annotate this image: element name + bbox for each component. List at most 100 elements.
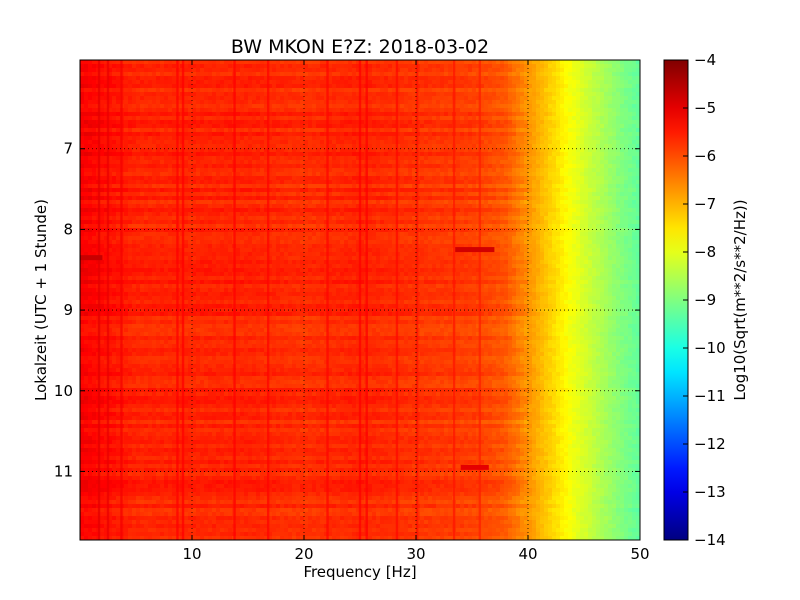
heatmap-cell bbox=[620, 72, 625, 77]
heatmap-cell bbox=[536, 140, 541, 145]
heatmap-cell bbox=[580, 184, 585, 189]
heatmap-cell bbox=[340, 100, 345, 105]
heatmap-cell bbox=[596, 60, 601, 65]
heatmap-cell bbox=[168, 188, 173, 193]
heatmap-cell bbox=[444, 100, 449, 105]
heatmap-cell bbox=[152, 76, 157, 81]
heatmap-cell bbox=[632, 88, 637, 93]
heatmap-cell bbox=[548, 104, 553, 109]
heatmap-cell bbox=[532, 100, 537, 105]
heatmap-cell bbox=[332, 128, 337, 133]
heatmap-cell bbox=[508, 60, 513, 65]
heatmap-cell bbox=[480, 148, 485, 153]
heatmap-cell bbox=[504, 112, 509, 117]
heatmap-cell bbox=[104, 128, 109, 133]
heatmap-cell bbox=[308, 144, 313, 149]
heatmap-cell bbox=[632, 156, 637, 161]
heatmap-cell bbox=[284, 136, 289, 141]
heatmap-cell bbox=[152, 148, 157, 153]
heatmap-cell bbox=[308, 200, 313, 205]
heatmap-cell bbox=[496, 132, 501, 137]
heatmap-cell bbox=[184, 164, 189, 169]
heatmap-cell bbox=[392, 164, 397, 169]
heatmap-cell bbox=[540, 116, 545, 121]
heatmap-cell bbox=[508, 68, 513, 73]
heatmap-cell bbox=[408, 88, 413, 93]
heatmap-cell bbox=[392, 180, 397, 185]
heatmap-cell bbox=[136, 172, 141, 177]
heatmap-cell bbox=[320, 116, 325, 121]
heatmap-cell bbox=[628, 100, 633, 105]
heatmap-cell bbox=[384, 200, 389, 205]
heatmap-cell bbox=[536, 120, 541, 125]
heatmap-cell bbox=[404, 92, 409, 97]
heatmap-cell bbox=[348, 88, 353, 93]
heatmap-cell bbox=[228, 176, 233, 181]
heatmap-cell bbox=[340, 128, 345, 133]
heatmap-cell bbox=[172, 116, 177, 121]
heatmap-cell bbox=[228, 60, 233, 65]
heatmap-cell bbox=[88, 168, 93, 173]
heatmap-cell bbox=[212, 112, 217, 117]
heatmap-cell bbox=[428, 168, 433, 173]
heatmap-cell bbox=[508, 144, 513, 149]
heatmap-cell bbox=[340, 80, 345, 85]
heatmap-cell bbox=[472, 60, 477, 65]
heatmap-cell bbox=[184, 112, 189, 117]
heatmap-cell bbox=[160, 92, 165, 97]
heatmap-cell bbox=[372, 164, 377, 169]
heatmap-cell bbox=[200, 168, 205, 173]
heatmap-cell bbox=[104, 156, 109, 161]
heatmap-cell bbox=[228, 120, 233, 125]
heatmap-cell bbox=[376, 60, 381, 65]
heatmap-cell bbox=[336, 64, 341, 69]
heatmap-cells bbox=[80, 60, 640, 540]
heatmap-cell bbox=[288, 136, 293, 141]
heatmap-cell bbox=[420, 76, 425, 81]
heatmap-cell bbox=[292, 148, 297, 153]
heatmap-cell bbox=[468, 68, 473, 73]
heatmap-cell bbox=[212, 152, 217, 157]
heatmap-cell bbox=[268, 140, 273, 145]
heatmap-cell bbox=[544, 76, 549, 81]
heatmap-cell bbox=[528, 164, 533, 169]
heatmap-cell bbox=[124, 192, 129, 197]
heatmap-cell bbox=[540, 148, 545, 153]
heatmap-cell bbox=[608, 64, 613, 69]
heatmap-cell bbox=[480, 168, 485, 173]
heatmap-cell bbox=[148, 148, 153, 153]
heatmap-cell bbox=[404, 72, 409, 77]
heatmap-cell bbox=[520, 60, 525, 65]
heatmap-cell bbox=[444, 148, 449, 153]
heatmap-cell bbox=[132, 116, 137, 121]
heatmap-cell bbox=[88, 192, 93, 197]
heatmap-cell bbox=[580, 132, 585, 137]
heatmap-cell bbox=[564, 72, 569, 77]
heatmap-cell bbox=[308, 160, 313, 165]
heatmap-cell bbox=[504, 156, 509, 161]
heatmap-cell bbox=[100, 116, 105, 121]
heatmap-cell bbox=[616, 148, 621, 153]
heatmap-cell bbox=[516, 108, 521, 113]
heatmap-cell bbox=[156, 76, 161, 81]
heatmap-cell bbox=[340, 120, 345, 125]
heatmap-cell bbox=[520, 68, 525, 73]
heatmap-cell bbox=[528, 68, 533, 73]
heatmap-cell bbox=[424, 168, 429, 173]
heatmap-cell bbox=[616, 180, 621, 185]
heatmap-cell bbox=[576, 112, 581, 117]
heatmap-cell bbox=[164, 104, 169, 109]
heatmap-cell bbox=[508, 188, 513, 193]
heatmap-cell bbox=[624, 172, 629, 177]
heatmap-cell bbox=[104, 184, 109, 189]
heatmap-cell bbox=[504, 120, 509, 125]
heatmap-cell bbox=[556, 176, 561, 181]
heatmap-cell bbox=[432, 76, 437, 81]
heatmap-cell bbox=[464, 92, 469, 97]
heatmap-cell bbox=[284, 68, 289, 73]
heatmap-cell bbox=[244, 172, 249, 177]
heatmap-cell bbox=[368, 160, 373, 165]
heatmap-cell bbox=[428, 100, 433, 105]
heatmap-cell bbox=[84, 112, 89, 117]
heatmap-cell bbox=[264, 156, 269, 161]
